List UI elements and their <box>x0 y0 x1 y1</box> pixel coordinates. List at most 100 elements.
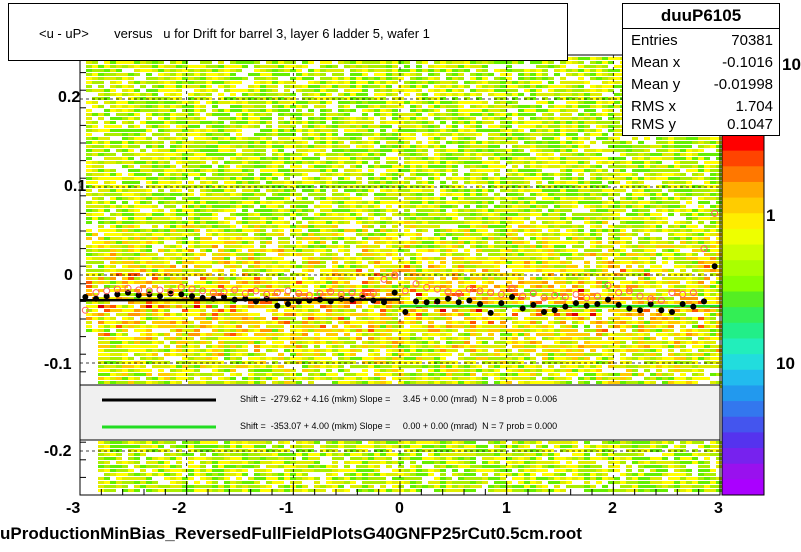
heatmap-cell <box>164 165 170 168</box>
heatmap-cell <box>134 153 140 156</box>
heatmap-cell <box>314 241 320 244</box>
heatmap-cell <box>410 101 416 104</box>
heatmap-cell <box>212 141 218 144</box>
heatmap-cell <box>548 117 554 120</box>
heatmap-cell <box>470 73 476 76</box>
heatmap-cell <box>134 69 140 72</box>
heatmap-cell <box>374 261 380 264</box>
heatmap-cell <box>716 153 722 156</box>
heatmap-cell <box>476 253 482 256</box>
heatmap-cell <box>590 117 596 120</box>
heatmap-cell <box>308 221 314 224</box>
heatmap-cell <box>230 213 236 216</box>
heatmap-cell <box>206 249 212 252</box>
heatmap-cell <box>458 157 464 160</box>
heatmap-cell <box>416 237 422 240</box>
heatmap-cell <box>416 173 422 176</box>
heatmap-cell <box>314 205 320 208</box>
heatmap-cell <box>278 149 284 152</box>
heatmap-cell <box>446 101 452 104</box>
heatmap-cell <box>656 245 662 248</box>
heatmap-cell <box>680 225 686 228</box>
heatmap-cell <box>584 161 590 164</box>
heatmap-cell <box>422 69 428 72</box>
heatmap-cell <box>482 177 488 180</box>
heatmap-cell <box>530 249 536 252</box>
heatmap-cell <box>644 249 650 252</box>
heatmap-cell <box>476 81 482 84</box>
heatmap-cell <box>482 237 488 240</box>
heatmap-cell <box>260 113 266 116</box>
heatmap-cell <box>266 269 272 272</box>
heatmap-cell <box>176 145 182 148</box>
heatmap-cell <box>230 73 236 76</box>
heatmap-cell <box>428 77 434 80</box>
heatmap-cell <box>98 93 104 96</box>
heatmap-cell <box>530 169 536 172</box>
heatmap-cell <box>446 189 452 192</box>
heatmap-cell <box>152 269 158 272</box>
heatmap-cell <box>470 193 476 196</box>
heatmap-cell <box>428 133 434 136</box>
heatmap-cell <box>716 169 722 172</box>
heatmap-cell <box>470 201 476 204</box>
heatmap-cell <box>110 101 116 104</box>
heatmap-cell <box>224 237 230 240</box>
heatmap-cell <box>458 245 464 248</box>
heatmap-cell <box>680 197 686 200</box>
heatmap-cell <box>110 213 116 216</box>
heatmap-cell <box>692 189 698 192</box>
heatmap-cell <box>194 209 200 212</box>
heatmap-cell <box>380 145 386 148</box>
heatmap-cell <box>152 77 158 80</box>
heatmap-cell <box>578 225 584 228</box>
heatmap-cell <box>434 197 440 200</box>
heatmap-cell <box>248 97 254 100</box>
heatmap-cell <box>164 197 170 200</box>
heatmap-cell <box>692 217 698 220</box>
heatmap-cell <box>278 133 284 136</box>
heatmap-cell <box>254 161 260 164</box>
heatmap-cell <box>386 173 392 176</box>
heatmap-cell <box>128 77 134 80</box>
heatmap-cell <box>644 153 650 156</box>
heatmap-cell <box>344 249 350 252</box>
heatmap-cell <box>476 89 482 92</box>
heatmap-cell <box>206 137 212 140</box>
heatmap-cell <box>194 253 200 256</box>
heatmap-cell <box>506 241 512 244</box>
heatmap-cell <box>368 61 374 64</box>
heatmap-cell <box>554 93 560 96</box>
heatmap-cell <box>476 121 482 124</box>
heatmap-cell <box>374 89 380 92</box>
heatmap-cell <box>326 65 332 68</box>
heatmap-cell <box>560 241 566 244</box>
heatmap-cell <box>476 101 482 104</box>
heatmap-cell <box>674 249 680 252</box>
heatmap-cell <box>320 245 326 248</box>
heatmap-cell <box>470 161 476 164</box>
heatmap-cell <box>548 157 554 160</box>
heatmap-cell <box>488 209 494 212</box>
heatmap-cell <box>620 201 626 204</box>
heatmap-cell <box>278 229 284 232</box>
heatmap-cell <box>476 149 482 152</box>
heatmap-cell <box>194 165 200 168</box>
heatmap-cell <box>410 149 416 152</box>
heatmap-cell <box>578 193 584 196</box>
heatmap-cell <box>422 93 428 96</box>
heatmap-cell <box>392 233 398 236</box>
heatmap-cell <box>452 177 458 180</box>
heatmap-cell <box>128 213 134 216</box>
heatmap-cell <box>224 225 230 228</box>
heatmap-cell <box>440 257 446 260</box>
heatmap-cell <box>290 141 296 144</box>
heatmap-cell <box>536 129 542 132</box>
heatmap-cell <box>104 153 110 156</box>
heatmap-cell <box>338 273 344 276</box>
heatmap-cell <box>158 145 164 148</box>
heatmap-cell <box>692 269 698 272</box>
heatmap-cell <box>464 205 470 208</box>
heatmap-cell <box>398 133 404 136</box>
heatmap-cell <box>410 217 416 220</box>
